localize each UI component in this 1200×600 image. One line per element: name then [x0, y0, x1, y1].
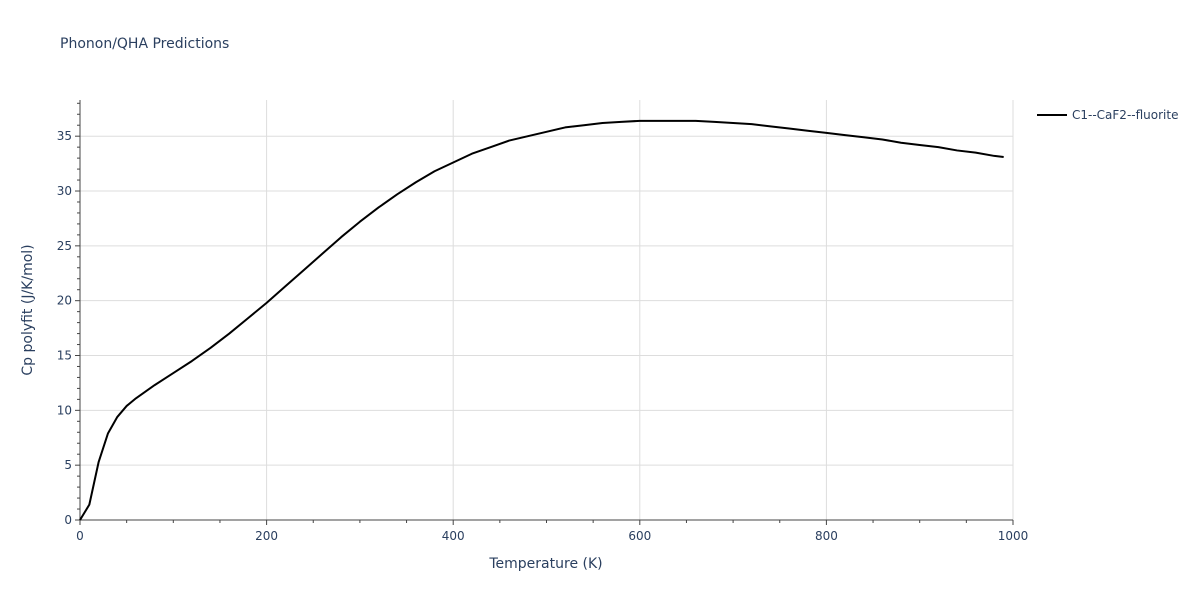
tick-labels: 0 200 400 600 800 1000 0 5 10 15 20 25 30 35 [57, 129, 1029, 543]
series-group [79, 119, 1004, 521]
x-axis-title: Temperature (K) [488, 556, 602, 572]
y-tick-label: 25 [57, 239, 72, 253]
legend[interactable]: C1--CaF2--fluorite [1037, 108, 1178, 122]
legend-label-c1-caf2-fluorite: C1--CaF2--fluorite [1072, 108, 1178, 122]
x-tick-label: 0 [76, 529, 84, 543]
y-tick-label: 5 [64, 458, 72, 472]
x-tick-label: 800 [815, 529, 838, 543]
series-line-c1-caf2-fluorite[interactable] [79, 119, 1004, 521]
y-tick-label: 35 [57, 129, 72, 143]
y-tick-label: 10 [57, 403, 72, 417]
y-tick-label: 0 [64, 513, 72, 527]
y-axis-title: Cp polyfit (J/K/mol) [20, 244, 36, 375]
y-tick-label: 30 [57, 184, 72, 198]
y-tick-label: 15 [57, 349, 72, 363]
chart-title: Phonon/QHA Predictions [60, 36, 230, 52]
y-tick-label: 20 [57, 294, 72, 308]
grid-lines [80, 100, 1014, 520]
x-tick-label: 600 [628, 529, 651, 543]
x-tick-label: 400 [442, 529, 465, 543]
x-tick-label: 1000 [998, 529, 1029, 543]
x-tick-label: 200 [255, 529, 278, 543]
axes [75, 100, 1014, 525]
